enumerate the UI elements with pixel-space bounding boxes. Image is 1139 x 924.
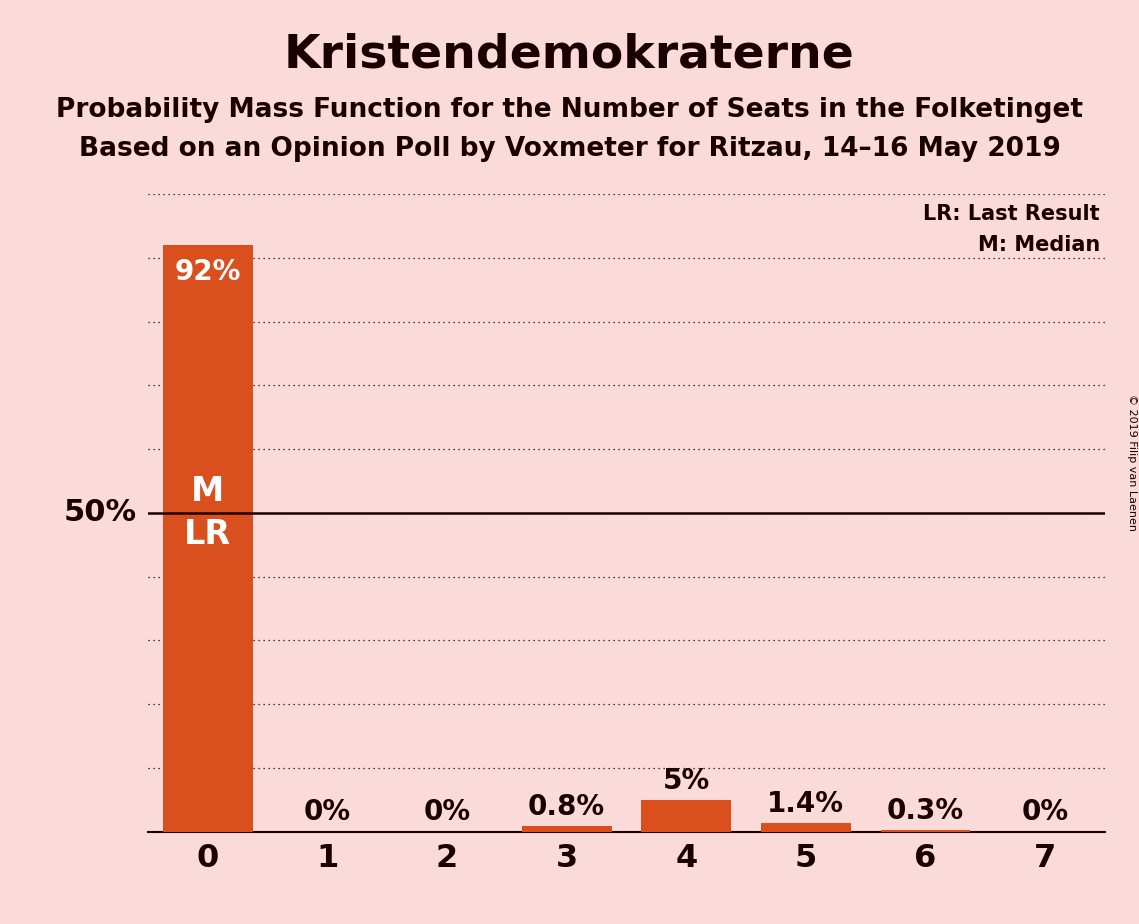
- Text: 0%: 0%: [304, 798, 351, 826]
- Text: 0.8%: 0.8%: [528, 794, 605, 821]
- Text: 50%: 50%: [64, 498, 137, 528]
- Text: 92%: 92%: [174, 258, 241, 286]
- Text: 0.3%: 0.3%: [887, 796, 964, 824]
- Text: Probability Mass Function for the Number of Seats in the Folketinget: Probability Mass Function for the Number…: [56, 97, 1083, 123]
- Text: Based on an Opinion Poll by Voxmeter for Ritzau, 14–16 May 2019: Based on an Opinion Poll by Voxmeter for…: [79, 136, 1060, 162]
- Bar: [522, 826, 612, 832]
- Bar: [163, 245, 253, 832]
- Text: 1.4%: 1.4%: [768, 790, 844, 818]
- Text: LR: Last Result: LR: Last Result: [924, 203, 1100, 224]
- Text: 0%: 0%: [424, 798, 470, 826]
- Text: Kristendemokraterne: Kristendemokraterne: [284, 32, 855, 78]
- Text: M
LR: M LR: [185, 475, 231, 551]
- Text: M: Median: M: Median: [977, 236, 1100, 255]
- Bar: [641, 800, 731, 832]
- Bar: [761, 822, 851, 832]
- Text: 5%: 5%: [663, 767, 710, 795]
- Bar: [880, 830, 970, 832]
- Text: © 2019 Filip van Laenen: © 2019 Filip van Laenen: [1126, 394, 1137, 530]
- Text: 0%: 0%: [1022, 798, 1068, 826]
